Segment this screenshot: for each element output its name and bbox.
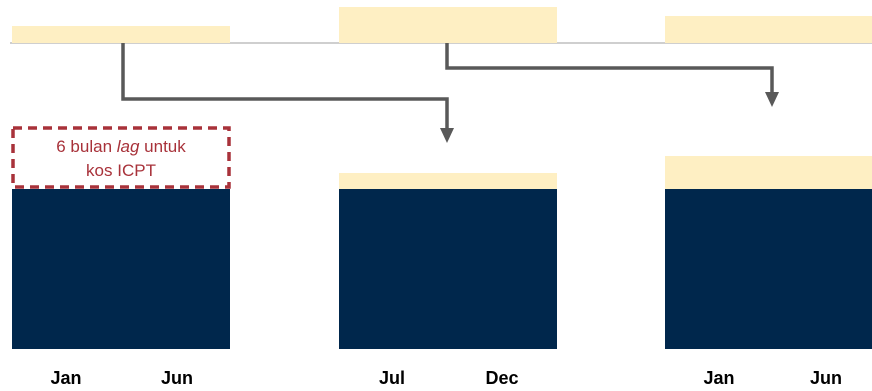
top-cream-bar-2 (339, 7, 557, 43)
arrow-down-icon (765, 92, 779, 107)
lag-arrow-1-line (121, 43, 449, 130)
note-text-line-2: kos ICPT (86, 161, 156, 180)
note-text-line-1: 6 bulan lag untuk (56, 137, 186, 156)
navy-bar-2 (339, 189, 557, 349)
note-box (11, 126, 231, 189)
arrow-down-icon (440, 128, 454, 143)
note-suffix: untuk (139, 137, 186, 156)
lag-arrow-2-line (445, 43, 774, 94)
navy-bar-1 (12, 189, 230, 349)
period-1-end-label: Jun (161, 368, 193, 388)
period-2-end-label: Dec (485, 368, 518, 388)
note-italic-lag: lag (117, 137, 140, 156)
navy-bar-3 (665, 189, 872, 349)
top-cream-bar-1 (12, 26, 230, 43)
lower-cream-bar-3 (665, 156, 872, 189)
period-3-start-label: Jan (703, 368, 734, 388)
period-1-start-label: Jan (50, 368, 81, 388)
period-3-end-label: Jun (810, 368, 842, 388)
period-2-start-label: Jul (379, 368, 405, 388)
top-cream-bar-3 (665, 16, 872, 43)
note-prefix: 6 bulan (56, 137, 117, 156)
lower-cream-bar-2 (339, 173, 557, 189)
